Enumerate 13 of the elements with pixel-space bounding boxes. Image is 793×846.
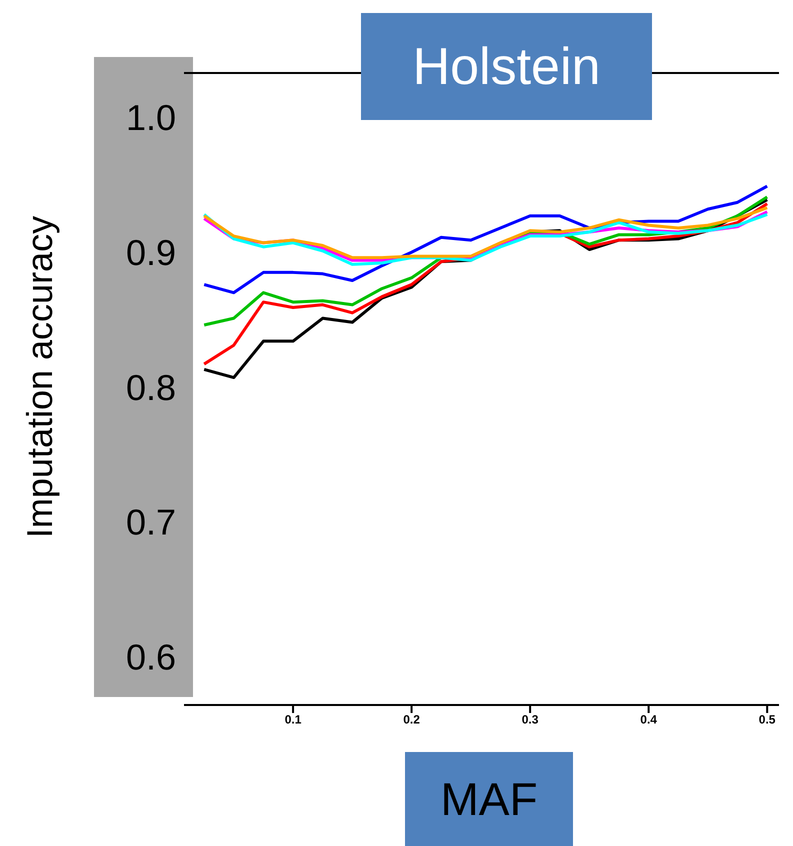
x-axis-title: MAF bbox=[405, 752, 573, 846]
x-tick-label: 0.4 bbox=[640, 712, 658, 727]
y-axis-title: Imputation accuracy bbox=[19, 216, 61, 538]
x-tick-label: 0.5 bbox=[758, 712, 776, 727]
y-tick-label: 0.9 bbox=[126, 232, 176, 274]
y-tick-label: 0.7 bbox=[126, 502, 176, 543]
chart-title: Holstein bbox=[361, 13, 652, 120]
x-tick-label: 0.2 bbox=[403, 712, 420, 727]
x-tick-label: 0.3 bbox=[522, 712, 539, 727]
y-tick-label: 0.6 bbox=[126, 636, 176, 678]
x-tick-label: 0.1 bbox=[284, 712, 302, 727]
y-tick-label: 0.8 bbox=[126, 366, 176, 408]
y-tick-label: 1.0 bbox=[126, 97, 176, 138]
